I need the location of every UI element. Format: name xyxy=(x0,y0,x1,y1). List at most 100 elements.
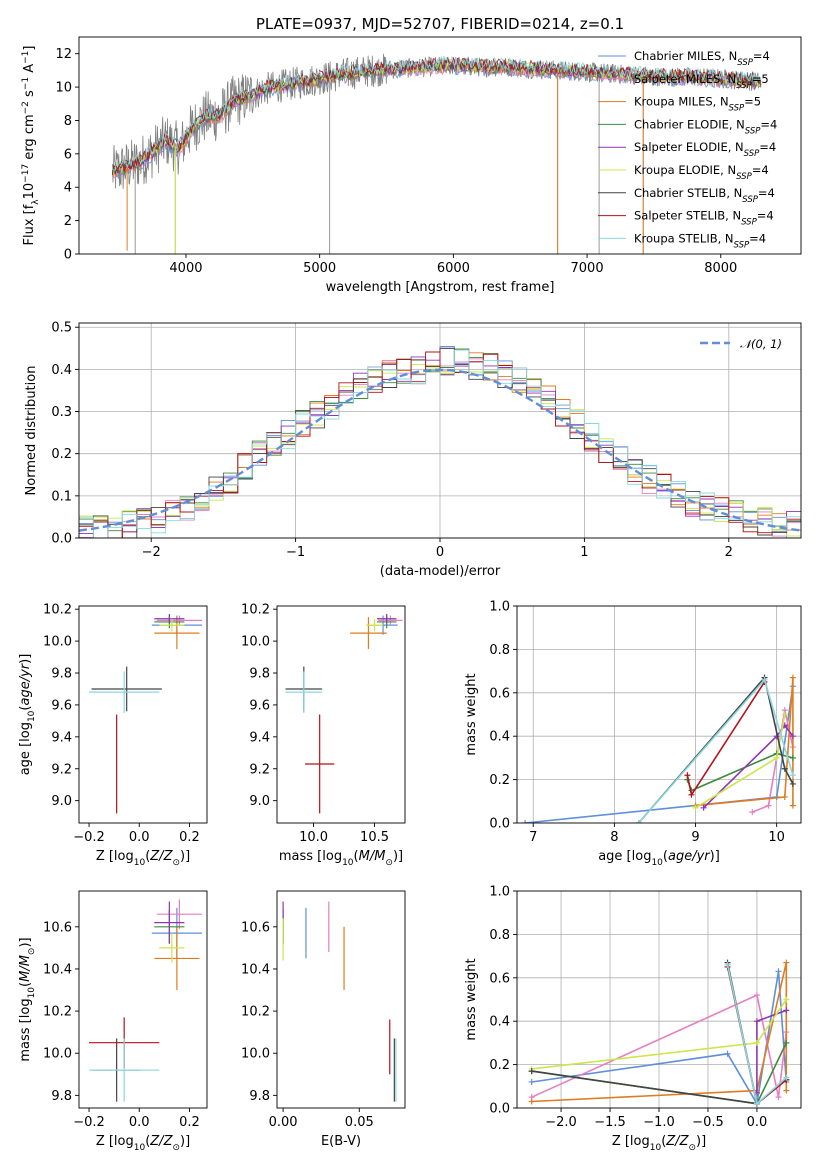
weight-marker xyxy=(528,1078,535,1085)
weight-marker xyxy=(783,959,790,966)
y-tick-label: 10.0 xyxy=(43,1047,72,1062)
x-tick-label: 0.0 xyxy=(747,1115,768,1130)
x-tick-label: −1.0 xyxy=(643,1115,675,1130)
axes-mass-vs-EBV: 0.00 0.05 9.8 10.0 10.2 10.4 10.6 E(B-V) xyxy=(241,890,406,1149)
weight-marker xyxy=(781,765,788,772)
x-tick-label: 2 xyxy=(725,545,733,560)
x-axis-label: age [log10(age/yr)] xyxy=(598,849,720,868)
y-tick-label: 10.4 xyxy=(43,962,72,977)
axes-frame xyxy=(276,890,406,1109)
axes-frame xyxy=(516,605,802,824)
legend-label: Kroupa MILES, NSSP=5 xyxy=(634,95,761,114)
x-tick-label: 4000 xyxy=(169,261,202,276)
weight-marker xyxy=(692,804,699,811)
normal-curve xyxy=(79,368,801,532)
y-tick-label: 0 xyxy=(64,248,72,263)
ticks: 7 8 9 10 0.0 0.2 0.4 0.6 0.8 1.0 xyxy=(489,600,785,846)
weight-marker xyxy=(753,992,760,999)
x-tick-label: −0.5 xyxy=(692,1115,724,1130)
weight-marker xyxy=(528,1098,535,1105)
weight-marker xyxy=(753,1018,760,1025)
axes-residuals: −2 −1 0 1 2 0.0 0.1 0.2 0.3 0.4 0.5 (data-model)/er… xyxy=(24,321,802,579)
weight-marker xyxy=(789,802,796,809)
weight-marker xyxy=(765,802,772,809)
y-tick-label: 9.6 xyxy=(249,698,270,713)
y-tick-label: 10.6 xyxy=(43,920,72,935)
x-tick-label: 1 xyxy=(580,545,588,560)
x-tick-label: 0 xyxy=(436,545,444,560)
weight-marker xyxy=(749,809,756,816)
y-tick-label: 10.4 xyxy=(241,962,270,977)
ticks: 0.00 0.05 9.8 10.0 10.2 10.4 10.6 xyxy=(241,920,374,1130)
weight-marker xyxy=(783,996,790,1003)
weight-marker xyxy=(789,754,796,761)
y-tick-label: 0.2 xyxy=(51,447,72,462)
weight-marker xyxy=(783,1087,790,1094)
y-axis-label: mass weight xyxy=(464,673,479,755)
weight-marker xyxy=(789,780,796,787)
axes-age-vs-Z: −0.2 0.0 0.2 9.0 9.2 9.4 9.6 9.8 10.0 10.2 Z [log1… xyxy=(18,603,208,868)
plot-area xyxy=(89,899,202,1102)
plot-area xyxy=(282,901,397,1102)
weight-marker xyxy=(753,1100,760,1107)
y-tick-label: 6 xyxy=(64,147,72,162)
y-tick-label: 0.1 xyxy=(51,489,72,504)
model-line xyxy=(112,55,762,171)
x-axis-label: (data-model)/error xyxy=(380,564,501,579)
histogram-step xyxy=(79,349,801,538)
ticks: 4000 5000 6000 7000 8000 0 2 4 6 8 10 12 xyxy=(55,47,737,276)
x-axis-label: Z [log10(Z/Z⊙)] xyxy=(612,1134,706,1153)
y-tick-label: 10.6 xyxy=(241,920,270,935)
x-tick-label: 9 xyxy=(691,830,699,845)
ticks: −2 −1 0 1 2 0.0 0.1 0.2 0.3 0.4 0.5 xyxy=(51,321,733,560)
y-tick-label: 12 xyxy=(55,47,72,62)
y-tick-label: 9.8 xyxy=(249,1089,270,1104)
y-tick-label: 9.2 xyxy=(249,762,270,777)
x-axis-label: Z [log10(Z/Z⊙)] xyxy=(96,1134,190,1153)
axes-age-vs-mass: 10.0 10.5 9.0 9.2 9.4 9.6 9.8 10.0 10.2 mass [log… xyxy=(241,603,406,868)
legend-label: Chabrier ELODIE, NSSP=4 xyxy=(634,117,777,136)
figure-title: PLATE=0937, MJD=52707, FIBERID=0214, z=0… xyxy=(256,15,624,33)
x-tick-label: 8000 xyxy=(704,261,737,276)
weight-marker xyxy=(753,1039,760,1046)
y-tick-label: 0.2 xyxy=(489,1058,510,1073)
y-axis-label: mass weight xyxy=(464,958,479,1040)
legend-label: Chabrier STELIB, NSSP=4 xyxy=(634,186,775,205)
weight-marker xyxy=(775,1094,782,1101)
weight-marker xyxy=(783,1074,790,1081)
weight-marker xyxy=(789,674,796,681)
y-tick-label: 0.6 xyxy=(489,971,510,986)
y-tick-label: 0.5 xyxy=(51,321,72,336)
x-tick-label: −0.2 xyxy=(73,1115,105,1130)
weight-marker xyxy=(789,772,796,779)
y-tick-label: 0.4 xyxy=(51,363,72,378)
y-tick-label: 10.2 xyxy=(241,1005,270,1020)
legend-label: Salpeter ELODIE, NSSP=4 xyxy=(634,140,776,159)
y-tick-label: 4 xyxy=(64,181,72,196)
ticks: −0.2 0.0 0.2 9.8 10.0 10.2 10.4 10.6 xyxy=(43,920,200,1130)
y-tick-label: 0.6 xyxy=(489,686,510,701)
weight-marker xyxy=(635,820,642,823)
x-tick-label: −0.2 xyxy=(73,830,105,845)
legend-label: Kroupa ELODIE, NSSP=4 xyxy=(634,163,769,182)
y-axis-label: Flux [fλ10−17 erg cm−2 s−1 A−1] xyxy=(21,46,41,246)
weight-marker xyxy=(761,676,768,683)
axes-mass-vs-Z: −0.2 0.0 0.2 9.8 10.0 10.2 10.4 10.6 Z [log10(Z/… xyxy=(18,890,208,1153)
axes-spectrum: 4000 5000 6000 7000 8000 0 2 4 6 8 10 12 wavelength … xyxy=(21,36,802,295)
x-tick-label: 7000 xyxy=(571,261,604,276)
plot-area xyxy=(79,323,801,538)
weight-marker xyxy=(522,820,529,823)
y-tick-label: 9.4 xyxy=(249,730,270,745)
weight-marker xyxy=(773,754,780,761)
x-axis-label: wavelength [Angstrom, rest frame] xyxy=(326,280,555,295)
x-tick-label: 5000 xyxy=(303,261,336,276)
weight-marker xyxy=(724,1050,731,1057)
y-tick-label: 10.2 xyxy=(43,603,72,618)
y-axis-label: age [log10(age/yr)] xyxy=(18,654,37,776)
y-axis-label: Normed distribution xyxy=(24,366,39,496)
weight-marker xyxy=(781,793,788,800)
y-tick-label: 2 xyxy=(64,214,72,229)
x-tick-label: 0.0 xyxy=(129,1115,150,1130)
weight-marker xyxy=(528,1068,535,1075)
x-tick-label: 10.0 xyxy=(299,830,328,845)
